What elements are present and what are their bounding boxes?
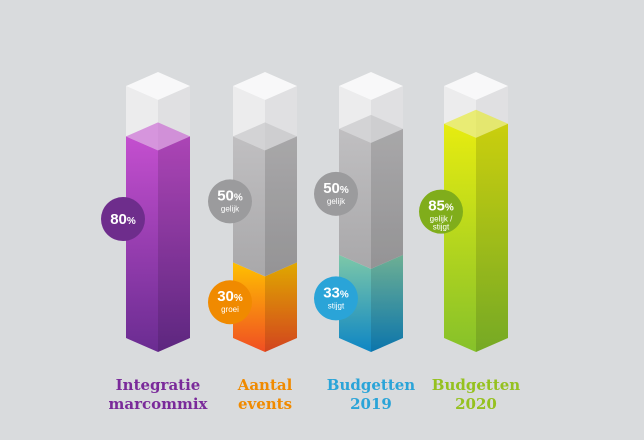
category-label-line: events bbox=[237, 395, 293, 413]
category-label-2: Aantal events bbox=[190, 376, 340, 414]
category-label-line: Budgetten bbox=[326, 376, 416, 394]
category-label-4: Budgetten 2020 bbox=[401, 376, 551, 414]
category-label-3: Budgetten 2019 bbox=[296, 376, 446, 414]
data-label-badge bbox=[101, 197, 145, 242]
data-label-sub: gelijk bbox=[221, 204, 240, 213]
data-label-badge bbox=[314, 276, 358, 321]
data-label-2-2: 50%gelijk bbox=[208, 179, 252, 224]
category-label-line: Budgetten bbox=[431, 376, 521, 394]
data-label-2-1: 30%groei bbox=[208, 280, 252, 325]
data-label-sub: stijgt bbox=[433, 223, 450, 232]
data-label-sub: gelijk bbox=[327, 197, 346, 206]
column-1 bbox=[126, 72, 190, 352]
category-label-line: 2019 bbox=[350, 395, 392, 413]
category-label-line: Aantal bbox=[237, 376, 293, 394]
column-4 bbox=[444, 72, 508, 352]
data-label-badge bbox=[208, 179, 252, 224]
data-label-sub: stijgt bbox=[328, 301, 345, 310]
data-label-sub: groei bbox=[221, 305, 239, 314]
data-label-badge bbox=[419, 189, 463, 234]
data-label-badge bbox=[314, 171, 358, 216]
category-label-line: marcommix bbox=[108, 395, 208, 413]
category-label-line: Integratie bbox=[115, 376, 201, 394]
data-label-value: 80% bbox=[110, 211, 136, 228]
data-label-3-1: 33%stijgt bbox=[314, 276, 358, 321]
category-label-line: 2020 bbox=[455, 395, 497, 413]
segment-4-1 bbox=[444, 109, 508, 352]
segment-3-1 bbox=[339, 254, 403, 352]
data-label-1-1: 80% bbox=[101, 197, 145, 242]
segment-1-1 bbox=[126, 122, 190, 352]
data-label-3-2: 50%gelijk bbox=[314, 171, 358, 216]
category-label-1: Integratie marcommix bbox=[83, 376, 233, 414]
data-label-value: 50% bbox=[323, 180, 349, 197]
data-label-value: 85% bbox=[428, 198, 454, 215]
data-label-badge bbox=[208, 280, 252, 325]
data-label-sub: gelijk / bbox=[430, 215, 453, 224]
column-2 bbox=[233, 72, 297, 352]
data-label-value: 33% bbox=[323, 284, 349, 301]
data-label-4-1: 85%gelijk /stijgt bbox=[419, 189, 463, 234]
data-label-value: 30% bbox=[217, 288, 243, 305]
data-label-value: 50% bbox=[217, 187, 243, 204]
